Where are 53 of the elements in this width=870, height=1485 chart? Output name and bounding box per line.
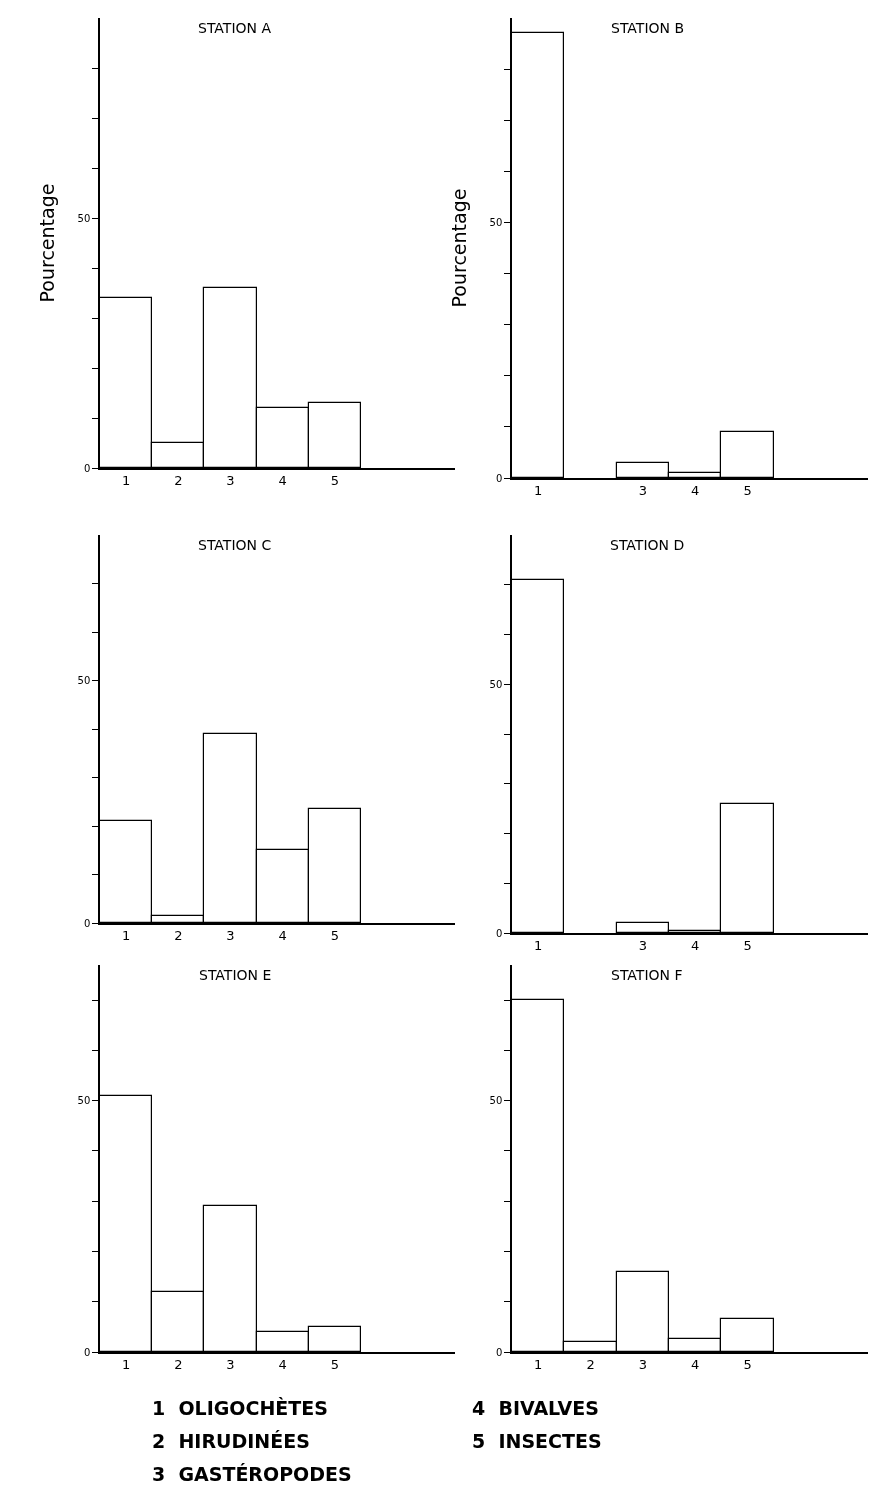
chart-title: STATION F bbox=[611, 967, 683, 983]
y-tick-label: 0 bbox=[495, 1346, 503, 1358]
x-tick-label: 1 bbox=[121, 928, 131, 944]
chart-title: STATION A bbox=[198, 20, 272, 36]
y-tick-label: 50 bbox=[77, 675, 91, 686]
x-tick-label: 5 bbox=[330, 473, 340, 489]
text: 3 GASTÉROPODES bbox=[152, 1463, 352, 1485]
x-tick-label: 1 bbox=[534, 938, 543, 954]
y-tick-label: 0 bbox=[495, 472, 503, 484]
x-tick-label: 5 bbox=[743, 483, 752, 499]
y-tick-label: 50 bbox=[489, 1095, 503, 1107]
x-tick-label: 1 bbox=[534, 483, 543, 499]
x-tick-label: 5 bbox=[743, 1357, 752, 1373]
x-tick-label: 4 bbox=[691, 483, 700, 499]
x-tick-label: 4 bbox=[691, 938, 700, 954]
y-axis-title: Pourcentage bbox=[447, 188, 470, 308]
text: 2 HIRUDINÉES bbox=[152, 1430, 310, 1452]
y-tick-label: 50 bbox=[489, 216, 503, 228]
x-tick-label: 3 bbox=[638, 483, 648, 499]
text: 4 BIVALVES bbox=[472, 1397, 599, 1419]
text: 1 OLIGOCHÈTES bbox=[152, 1397, 328, 1419]
x-tick-label: 1 bbox=[121, 1357, 131, 1373]
x-tick-label: 5 bbox=[330, 928, 340, 944]
y-tick-label: 50 bbox=[77, 1095, 91, 1107]
y-tick-label: 50 bbox=[77, 212, 91, 224]
x-tick-label: 2 bbox=[174, 928, 183, 944]
x-tick-label: 3 bbox=[638, 938, 648, 954]
x-tick-label: 4 bbox=[278, 473, 287, 489]
chart-title: STATION C bbox=[198, 537, 272, 553]
x-tick-label: 2 bbox=[174, 1357, 183, 1373]
x-tick-label: 3 bbox=[226, 928, 235, 944]
y-tick-label: 0 bbox=[83, 462, 91, 474]
x-tick-label: 3 bbox=[638, 1357, 648, 1373]
y-tick-label: 0 bbox=[495, 927, 503, 939]
chart-title: STATION B bbox=[611, 20, 685, 36]
x-tick-label: 4 bbox=[691, 1357, 700, 1373]
x-tick-label: 3 bbox=[226, 473, 235, 489]
x-tick-label: 2 bbox=[586, 1357, 595, 1373]
x-tick-label: 3 bbox=[226, 1357, 235, 1373]
y-tick-label: 0 bbox=[83, 917, 91, 929]
y-axis-title: Pourcentage bbox=[35, 183, 58, 303]
x-tick-label: 1 bbox=[534, 1357, 543, 1373]
chart-title: STATION E bbox=[199, 967, 272, 983]
x-tick-label: 1 bbox=[121, 473, 131, 489]
y-tick-label: 50 bbox=[489, 678, 503, 690]
x-tick-label: 5 bbox=[743, 938, 752, 954]
chart-title: STATION D bbox=[610, 537, 685, 553]
y-tick-label: 0 bbox=[83, 1346, 91, 1358]
x-tick-label: 4 bbox=[278, 1357, 287, 1373]
x-tick-label: 5 bbox=[330, 1357, 340, 1373]
x-tick-label: 2 bbox=[174, 473, 183, 489]
text: 5 INSECTES bbox=[472, 1430, 602, 1452]
x-tick-label: 4 bbox=[278, 928, 287, 944]
